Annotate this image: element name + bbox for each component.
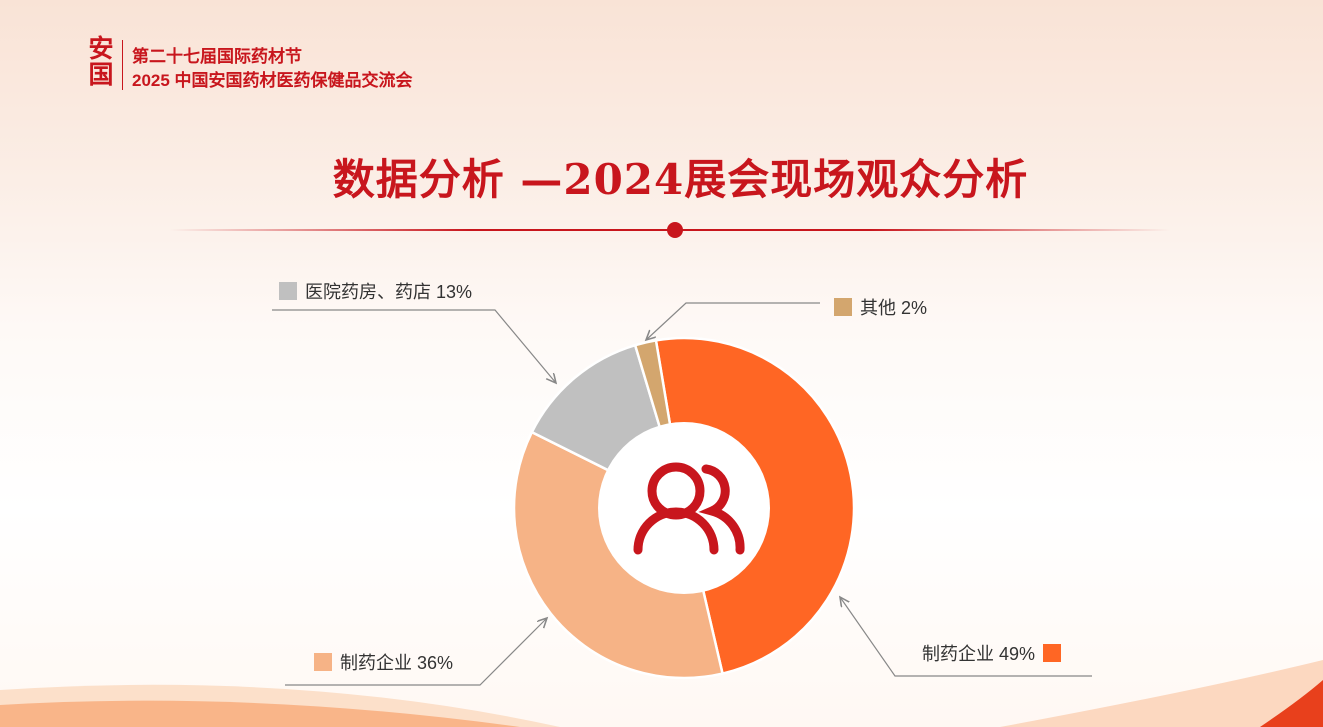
header-line-1: 第二十七届国际药材节 [132,47,302,66]
donut-hole [598,422,770,594]
legend-swatch [314,653,332,671]
legend-item-1: 制药企业 36% [314,649,453,675]
legend-text: 制药企业 49% [922,644,1036,664]
page-title: 数据分析 —2024展会现场观众分析 [332,155,1029,204]
legend-swatch [1043,644,1062,662]
leader-line-2 [272,309,556,383]
legend-swatch [834,298,852,316]
logo: 安国 [88,34,114,89]
legend-item-0: 制药企业 49% [922,640,1062,666]
header-divider [122,40,123,90]
legend-swatch [279,282,297,300]
legend-item-2: 医院药房、药店 13% [279,278,472,304]
leader-lines [272,302,1092,686]
title-divider-dot [667,222,683,238]
leader-line-3 [646,302,820,340]
header-line-2: 2025 中国安国药材医药保健品交流会 [132,71,413,90]
leader-line-0 [840,597,1092,677]
users-icon [633,462,745,555]
legend-text: 制药企业 36% [340,653,454,673]
legend-text: 其他 2% [860,298,928,318]
legend-text: 医院药房、药店 13% [305,282,473,302]
leader-line-1 [285,618,547,686]
legend-item-3: 其他 2% [834,294,927,320]
